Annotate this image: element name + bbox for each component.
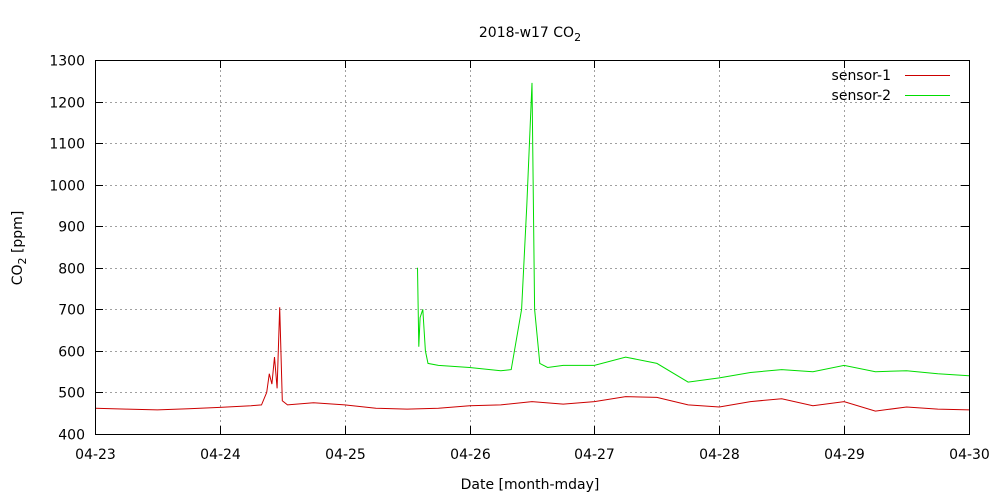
x-tick-label: 04-27 — [574, 447, 615, 463]
legend: sensor-1 sensor-2 — [832, 68, 950, 104]
legend-label: sensor-2 — [832, 88, 891, 104]
y-tick-label: 1300 — [49, 54, 85, 70]
axis-ticks: 400 500 600 700 800 900 1000 1100 1200 1300 04-23 0… — [49, 54, 989, 464]
y-tick-label: 500 — [58, 386, 85, 402]
y-tick-label: 700 — [58, 303, 85, 319]
y-tick-label: 600 — [58, 345, 85, 361]
y-tick-label: 900 — [58, 220, 85, 236]
x-tick-label: 04-28 — [699, 447, 740, 463]
y-axis-label: CO2 [ppm] — [10, 211, 29, 286]
y-tick-label: 400 — [58, 428, 85, 444]
y-tick-label: 800 — [58, 262, 85, 278]
series-line-sensor-2 — [417, 82, 970, 383]
x-tick-label: 04-29 — [824, 447, 865, 463]
y-tick-label: 1200 — [49, 96, 85, 112]
x-tick-label: 04-26 — [450, 447, 491, 463]
x-tick-label: 04-24 — [200, 447, 241, 463]
y-tick-label: 1100 — [49, 137, 85, 153]
x-tick-label: 04-23 — [75, 447, 116, 463]
legend-label: sensor-1 — [832, 68, 891, 84]
chart-title: 2018-w17 CO2 — [479, 25, 581, 44]
y-tick-label: 1000 — [49, 179, 85, 195]
x-tick-label: 04-30 — [949, 447, 990, 463]
x-tick-label: 04-25 — [325, 447, 366, 463]
series-lines — [94, 82, 970, 412]
plot-frame — [95, 60, 970, 435]
x-axis-label: Date [month-mday] — [461, 477, 600, 493]
series-line-sensor-1 — [94, 307, 970, 412]
